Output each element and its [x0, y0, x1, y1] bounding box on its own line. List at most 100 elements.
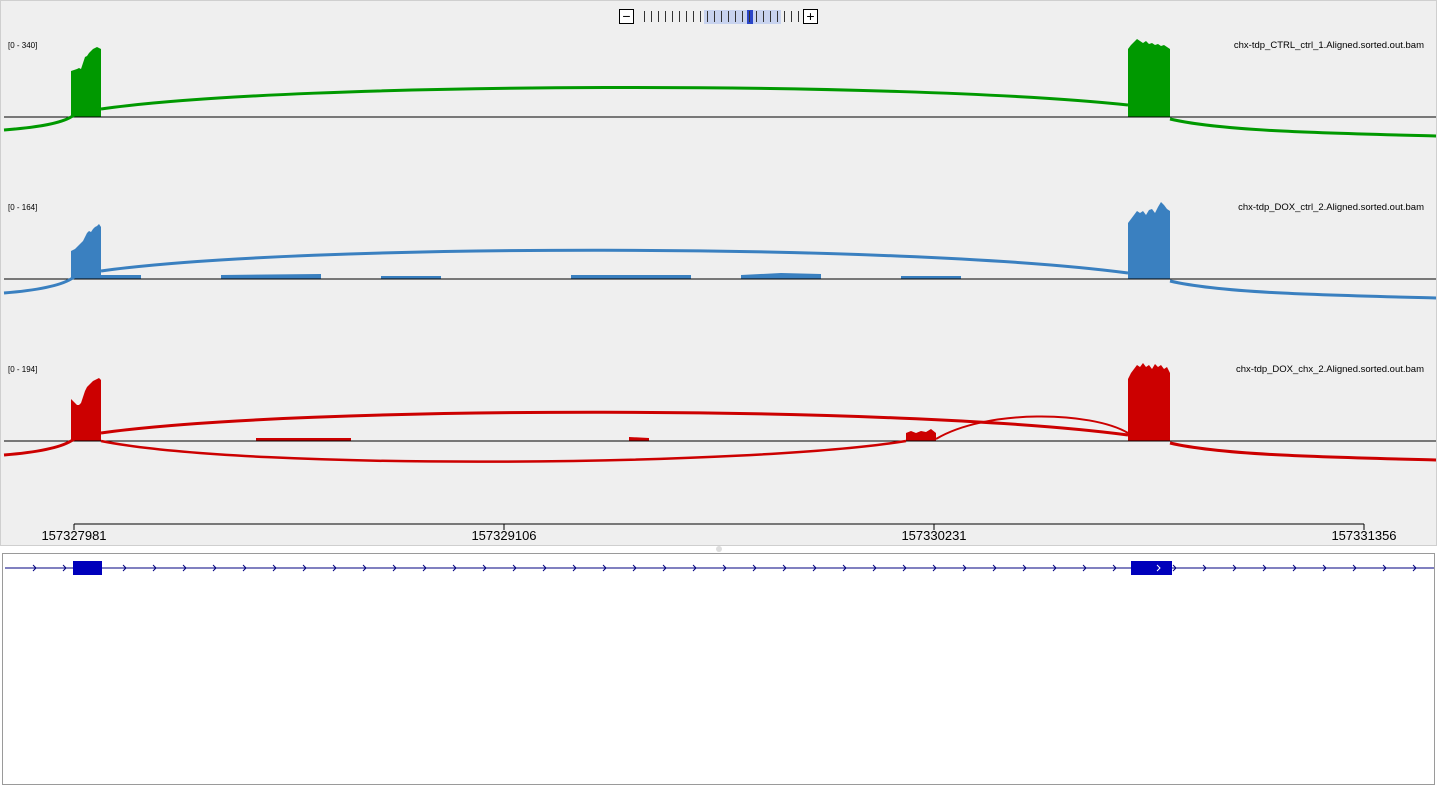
coverage-exon2-dox [1128, 202, 1170, 279]
junction-arc-from-cryptic-chx [935, 415, 1129, 440]
strand-arrow-icon [482, 564, 487, 572]
junction-arc-dox [100, 248, 1129, 275]
zoom-tick[interactable] [770, 11, 771, 22]
track-name-ctrl[interactable]: chx-tdp_CTRL_ctrl_1.Aligned.sorted.out.b… [1233, 40, 1424, 51]
gene-exon-1[interactable] [73, 561, 102, 575]
zoom-tick[interactable] [658, 11, 659, 22]
zoom-slider-thumb[interactable] [747, 10, 753, 24]
coverage-exon1-dox [71, 224, 101, 279]
zoom-tick[interactable] [735, 11, 736, 22]
zoom-tick[interactable] [714, 11, 715, 22]
zoom-tick[interactable] [665, 11, 666, 22]
zoom-tick[interactable] [644, 11, 645, 22]
zoom-tick[interactable] [777, 11, 778, 22]
zoom-tick[interactable] [798, 11, 799, 22]
zoom-tick[interactable] [672, 11, 673, 22]
strand-arrow-icon [272, 564, 277, 572]
strand-arrow-icon [812, 564, 817, 572]
right-flank-ctrl [1169, 117, 1437, 138]
strand-arrow-icon [62, 564, 67, 572]
strand-arrow-icon [1202, 564, 1207, 572]
strand-arrows [32, 564, 1417, 572]
coverage-exon2-chx [1128, 363, 1170, 441]
junction-arc-ctrl [100, 85, 1129, 111]
track-name-chx[interactable]: chx-tdp_DOX_chx_2.Aligned.sorted.out.bam [1236, 364, 1424, 375]
strand-arrow-icon [302, 564, 307, 572]
panel-splitter-handle[interactable] [716, 546, 722, 552]
junction-arc-main-chx [100, 410, 1129, 437]
strand-arrow-icon [122, 564, 127, 572]
strand-arrow-icon [542, 564, 547, 572]
intron-noise-dox [101, 273, 961, 279]
strand-arrow-icon [1112, 564, 1117, 572]
zoom-tick[interactable] [651, 11, 652, 22]
zoom-in-button[interactable]: + [803, 9, 818, 24]
zoom-tick[interactable] [707, 11, 708, 22]
strand-arrow-icon [932, 564, 937, 572]
strand-arrow-icon [632, 564, 637, 572]
ruler-tick: 157331356 [1331, 524, 1397, 543]
strand-arrow-icon [392, 564, 397, 572]
zoom-tick[interactable] [728, 11, 729, 22]
zoom-tick[interactable] [763, 11, 764, 22]
strand-arrow-icon [782, 564, 787, 572]
zoom-tick[interactable] [784, 11, 785, 22]
strand-arrow-icon [1172, 564, 1177, 572]
zoom-tick[interactable] [791, 11, 792, 22]
ruler-tick-label: 157331356 [1331, 528, 1396, 543]
strand-arrow-icon [962, 564, 967, 572]
zoom-tick[interactable] [686, 11, 687, 22]
zoom-tick[interactable] [693, 11, 694, 22]
ruler-tick-label: 157330231 [901, 528, 966, 543]
strand-arrow-icon [1052, 564, 1057, 572]
track-dox[interactable] [3, 202, 1437, 300]
strand-arrow-icon [1232, 564, 1237, 572]
strand-arrow-icon [602, 564, 607, 572]
zoom-tick[interactable] [742, 11, 743, 22]
junction-join-dox [70, 269, 102, 281]
track-name-dox[interactable]: chx-tdp_DOX_ctrl_2.Aligned.sorted.out.ba… [1238, 202, 1424, 213]
zoom-tick[interactable] [679, 11, 680, 22]
coverage-tracks[interactable] [1, 1, 1437, 511]
strand-arrow-icon [662, 564, 667, 572]
zoom-widget[interactable]: − + [619, 8, 819, 26]
track-chx[interactable] [3, 363, 1437, 463]
strand-arrow-icon [752, 564, 757, 572]
zoom-tick[interactable] [721, 11, 722, 22]
junction-arc-to-cryptic-chx [100, 439, 907, 463]
ruler-tick: 157330231 [901, 524, 967, 543]
strand-arrow-icon [242, 564, 247, 572]
zoom-tick[interactable] [749, 11, 750, 22]
exon-strand-arrow-icon [1156, 564, 1161, 572]
strand-arrow-icon [1082, 564, 1087, 572]
zoom-tick[interactable] [756, 11, 757, 22]
strand-arrow-icon [572, 564, 577, 572]
ruler-tick-label: 157329106 [471, 528, 536, 543]
strand-arrow-icon [902, 564, 907, 572]
strand-arrow-icon [842, 564, 847, 572]
strand-arrow-icon [32, 564, 37, 572]
track-range-ctrl: [0 - 340] [8, 41, 38, 50]
ruler-tick: 157329106 [471, 524, 537, 543]
strand-arrow-icon [362, 564, 367, 572]
track-range-dox: [0 - 164] [8, 203, 38, 212]
genomic-ruler[interactable]: 157327981 157329106 157330231 157331356 [1, 513, 1437, 545]
zoom-slider[interactable] [641, 10, 801, 24]
zoom-out-button[interactable]: − [619, 9, 634, 24]
strand-arrow-icon [422, 564, 427, 572]
strand-arrow-icon [692, 564, 697, 572]
strand-arrow-icon [1382, 564, 1387, 572]
strand-arrow-icon [872, 564, 877, 572]
ruler-tick: 157327981 [41, 524, 107, 543]
track-ctrl[interactable] [3, 39, 1437, 138]
strand-arrow-icon [452, 564, 457, 572]
zoom-tick[interactable] [700, 11, 701, 22]
strand-arrow-icon [1292, 564, 1297, 572]
feature-panel[interactable] [2, 553, 1435, 785]
strand-arrow-icon [512, 564, 517, 572]
gene-exon-2[interactable] [1131, 561, 1172, 575]
strand-arrow-icon [1022, 564, 1027, 572]
gene-track[interactable] [3, 554, 1434, 584]
strand-arrow-icon [1412, 564, 1417, 572]
strand-arrow-icon [1322, 564, 1327, 572]
